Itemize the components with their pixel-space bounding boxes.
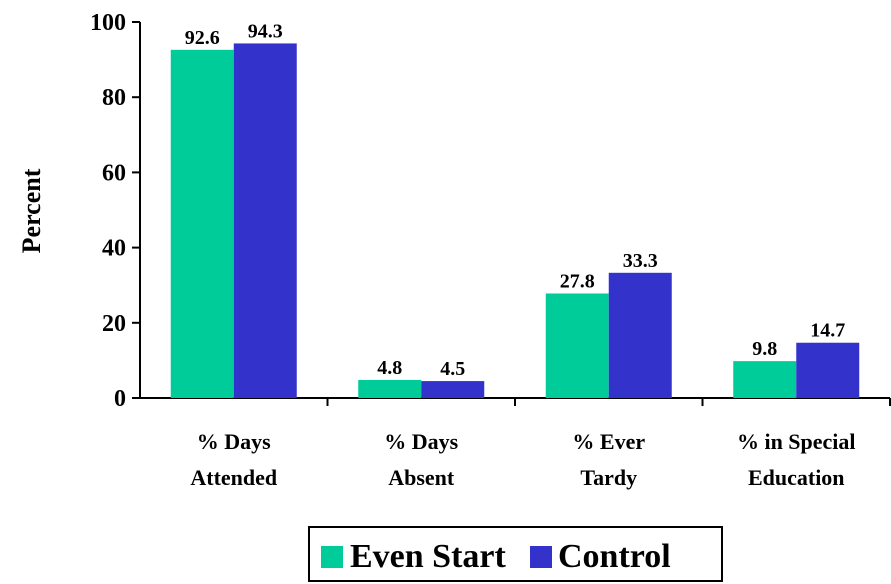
bar-value-label: 14.7 [810, 320, 845, 342]
legend-swatch-control [530, 546, 552, 568]
bar-value-label: 92.6 [185, 27, 220, 49]
legend-label-even-start: Even Start [350, 538, 507, 575]
bar-even-start [170, 49, 234, 398]
plot-area: 0 20 40 60 80 100 92.6 94.3 % Days Attended 4.8 4.5… [90, 10, 891, 490]
bar-control [233, 43, 297, 398]
bar-value-label: 4.5 [440, 358, 465, 380]
legend-swatch-even-start [321, 546, 343, 568]
x-category-label: % in Special [737, 429, 856, 454]
y-tick-label: 20 [102, 311, 126, 337]
x-category-label: % Days [197, 429, 271, 454]
y-tick-label: 80 [102, 85, 126, 111]
bar-value-label: 33.3 [623, 250, 658, 272]
y-axis-label: Percent [17, 168, 46, 253]
bar-even-start [545, 293, 609, 398]
bar-control [608, 272, 672, 398]
bar-control [421, 381, 485, 398]
legend: Even Start Control [308, 526, 723, 582]
y-tick-label: 0 [114, 386, 126, 412]
x-category-label: % Days [384, 429, 458, 454]
x-category-label: % Ever [572, 429, 645, 454]
y-tick-label: 40 [102, 236, 126, 262]
bar-even-start [358, 379, 422, 398]
x-category-label: Absent [388, 465, 455, 490]
y-tick-label: 60 [102, 160, 126, 186]
bar-value-label: 9.8 [752, 338, 777, 360]
x-category-label: Attended [190, 465, 277, 490]
x-category-label: Tardy [580, 465, 637, 490]
legend-frame [308, 526, 723, 582]
bar-control [796, 342, 860, 398]
y-tick-label: 100 [90, 10, 126, 36]
bar-value-label: 4.8 [377, 357, 402, 379]
bar-even-start [733, 361, 797, 398]
bar-value-label: 27.8 [560, 270, 595, 292]
legend-label-control: Control [558, 538, 671, 575]
x-category-label: Education [748, 465, 845, 490]
bar-value-label: 94.3 [248, 20, 283, 42]
